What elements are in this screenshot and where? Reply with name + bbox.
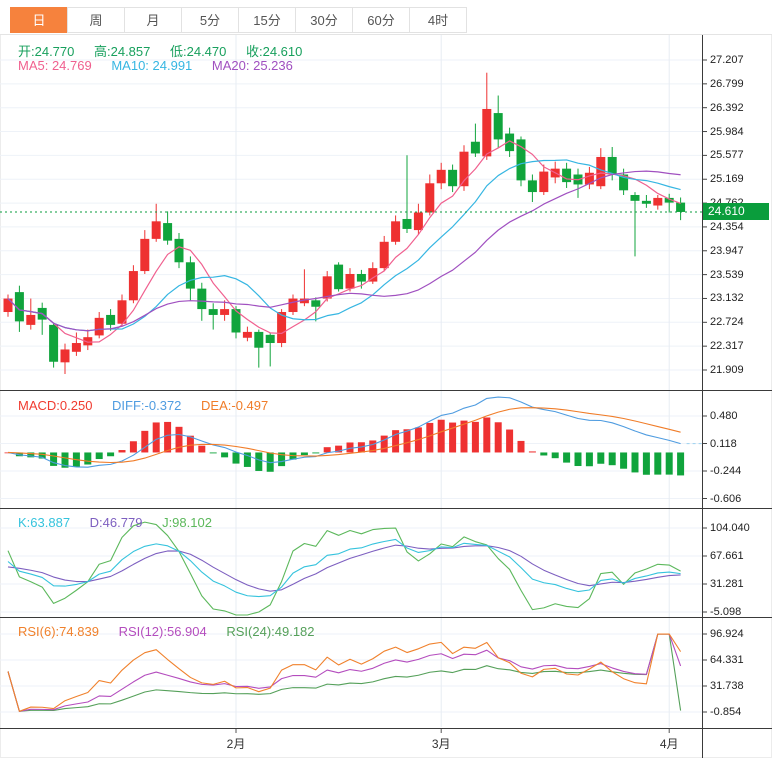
ohlc-high: 高:24.857 xyxy=(94,44,151,59)
macd-legend: MACD:0.250 DIFF:-0.372 DEA:-0.497 xyxy=(18,398,284,413)
rsi-legend: RSI(6):74.839 RSI(12):56.904 RSI(24):49.… xyxy=(18,624,331,639)
ma5-legend: MA5: 24.769 xyxy=(18,58,92,73)
rsi6-value-legend: RSI(6):74.839 xyxy=(18,624,99,639)
tab-day[interactable]: 日 xyxy=(10,7,68,33)
tab-week[interactable]: 周 xyxy=(67,7,125,33)
timeframe-tabbar: 日 周 月 5分 15分 30分 60分 4时 xyxy=(0,0,772,35)
ma20-legend: MA20: 25.236 xyxy=(211,58,293,73)
ohlc-open: 开:24.770 xyxy=(18,44,75,59)
current-price-tag: 24.610 xyxy=(703,203,769,221)
tab-5min[interactable]: 5分 xyxy=(181,7,239,33)
d-value-legend: D:46.779 xyxy=(89,515,143,530)
j-value-legend: J:98.102 xyxy=(162,515,212,530)
rsi24-value-legend: RSI(24):49.182 xyxy=(226,624,315,639)
tab-60min[interactable]: 60分 xyxy=(352,7,410,33)
ma10-legend: MA10: 24.991 xyxy=(111,58,193,73)
rsi12-value-legend: RSI(12):56.904 xyxy=(118,624,207,639)
kdj-legend: K:63.887 D:46.779 J:98.102 xyxy=(18,515,228,530)
ohlc-low: 低:24.470 xyxy=(170,44,227,59)
tab-4hour[interactable]: 4时 xyxy=(409,7,467,33)
k-value-legend: K:63.887 xyxy=(18,515,71,530)
diff-value-legend: DIFF:-0.372 xyxy=(112,398,182,413)
macd-value-legend: MACD:0.250 xyxy=(18,398,93,413)
tab-15min[interactable]: 15分 xyxy=(238,7,296,33)
tab-month[interactable]: 月 xyxy=(124,7,182,33)
ohlc-close: 收:24.610 xyxy=(246,44,303,59)
ma-legend: MA5: 24.769 MA10: 24.991 MA20: 25.236 xyxy=(18,58,309,73)
dea-value-legend: DEA:-0.497 xyxy=(201,398,269,413)
ohlc-legend: 开:24.770 高:24.857 低:24.470 收:24.610 xyxy=(18,41,318,60)
tab-30min[interactable]: 30分 xyxy=(295,7,353,33)
